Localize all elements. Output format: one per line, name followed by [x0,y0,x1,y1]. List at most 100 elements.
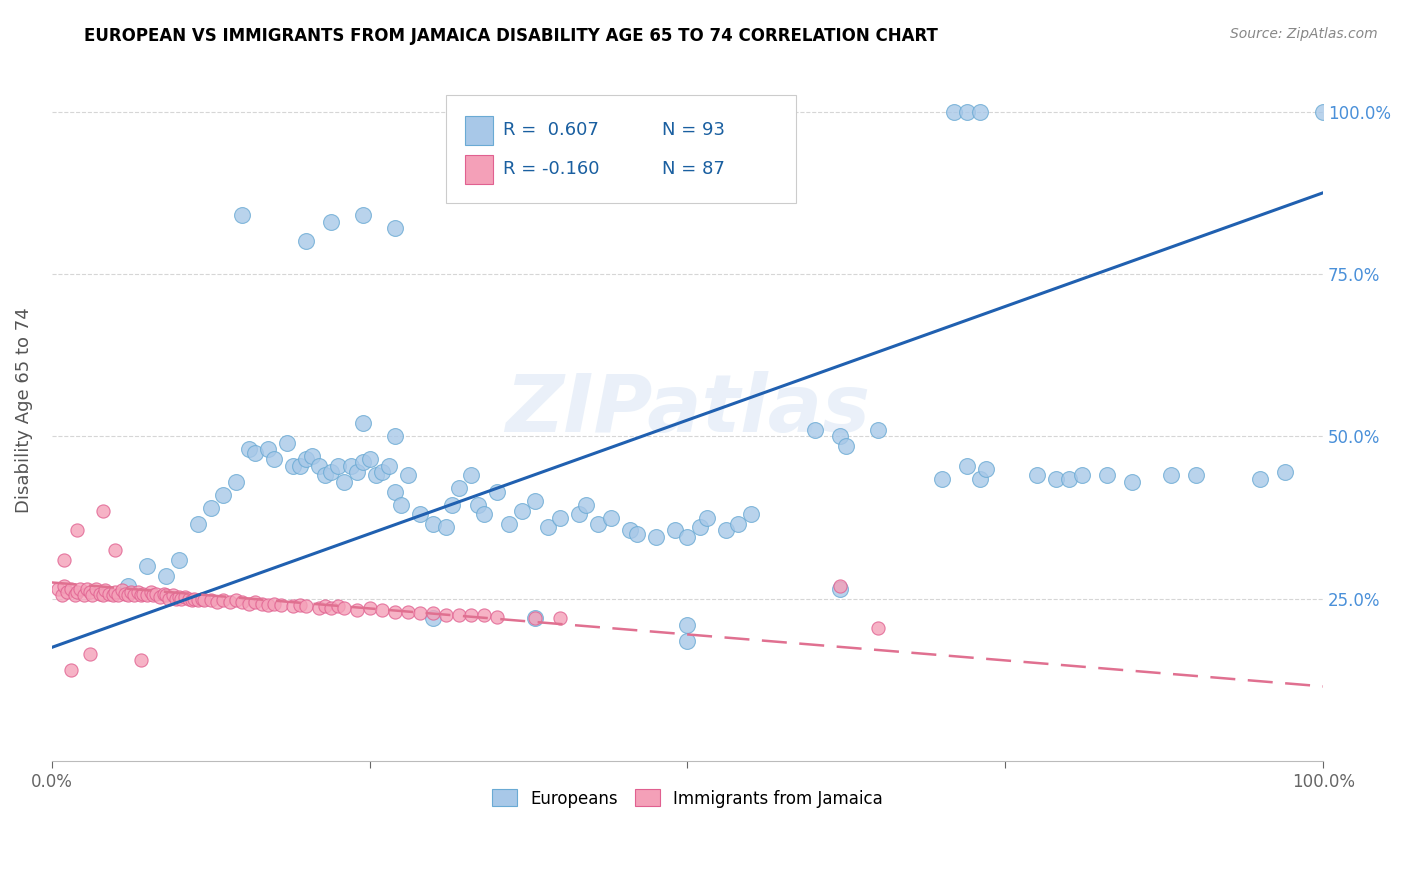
Point [53,552,76,566]
Point [969,471,991,485]
Point [969,104,991,119]
Point [82,589,104,603]
Point [162,589,184,603]
Point [212,488,235,502]
Point [149,590,172,604]
Point [447,481,470,495]
Point [97,586,120,600]
Point [568,508,591,522]
Point [94,583,117,598]
Point [326,599,349,614]
Point [263,597,285,611]
Point [111,583,134,598]
Point [212,593,235,607]
Point [157,591,180,606]
Point [243,445,266,459]
Point [740,508,762,522]
Text: Source: ZipAtlas.com: Source: ZipAtlas.com [1230,27,1378,41]
Point [1249,471,1271,485]
Point [101,589,124,603]
Point [295,599,318,614]
Point [59,663,82,677]
Point [714,524,737,538]
Point [384,605,406,619]
Point [326,458,349,473]
Text: R = -0.160: R = -0.160 [503,160,599,178]
Point [308,458,330,473]
Point [333,601,356,615]
Point [167,591,190,605]
Point [167,552,190,566]
Point [263,452,285,467]
Point [377,458,399,473]
Point [1070,468,1092,483]
Point [295,235,318,249]
Point [346,603,368,617]
Point [288,458,311,473]
Point [129,589,152,603]
Point [1121,475,1143,489]
Point [152,586,174,600]
Point [422,606,444,620]
Text: N = 93: N = 93 [662,120,725,139]
Point [107,589,129,603]
Point [117,579,139,593]
Point [346,465,368,479]
Point [422,611,444,625]
Point [835,439,858,453]
Point [441,498,464,512]
Point [193,593,215,607]
Point [177,591,200,606]
Point [180,593,202,607]
Point [136,589,159,603]
Point [63,589,86,603]
Point [231,595,253,609]
Point [114,586,136,600]
Point [727,516,749,531]
Point [333,475,356,489]
Point [803,423,825,437]
Point [238,597,260,611]
Point [696,510,718,524]
Point [56,585,79,599]
Point [339,458,361,473]
Point [270,598,292,612]
Point [283,599,305,614]
Point [187,593,209,607]
Point [626,526,648,541]
Point [301,449,323,463]
Point [523,611,546,625]
Point [132,586,155,600]
Point [187,516,209,531]
Point [536,520,558,534]
Point [689,520,711,534]
Point [314,468,336,483]
Point [523,611,546,625]
Point [174,591,197,605]
Point [218,595,240,609]
Point [231,209,253,223]
Point [523,494,546,508]
Point [295,452,318,467]
Point [384,429,406,443]
Point [943,104,966,119]
Point [676,634,699,648]
Point [676,617,699,632]
Point [434,607,457,622]
Point [409,508,432,522]
Point [120,585,142,599]
Point [931,471,953,485]
Point [205,595,228,609]
Point [76,582,98,596]
Point [460,468,482,483]
Point [129,653,152,667]
Point [46,582,69,596]
Point [1312,104,1334,119]
Point [59,582,82,596]
Point [191,591,214,606]
Legend: Europeans, Immigrants from Jamaica: Europeans, Immigrants from Jamaica [484,781,891,816]
Point [321,465,343,479]
Point [104,585,127,599]
Point [104,543,127,558]
Point [588,516,610,531]
